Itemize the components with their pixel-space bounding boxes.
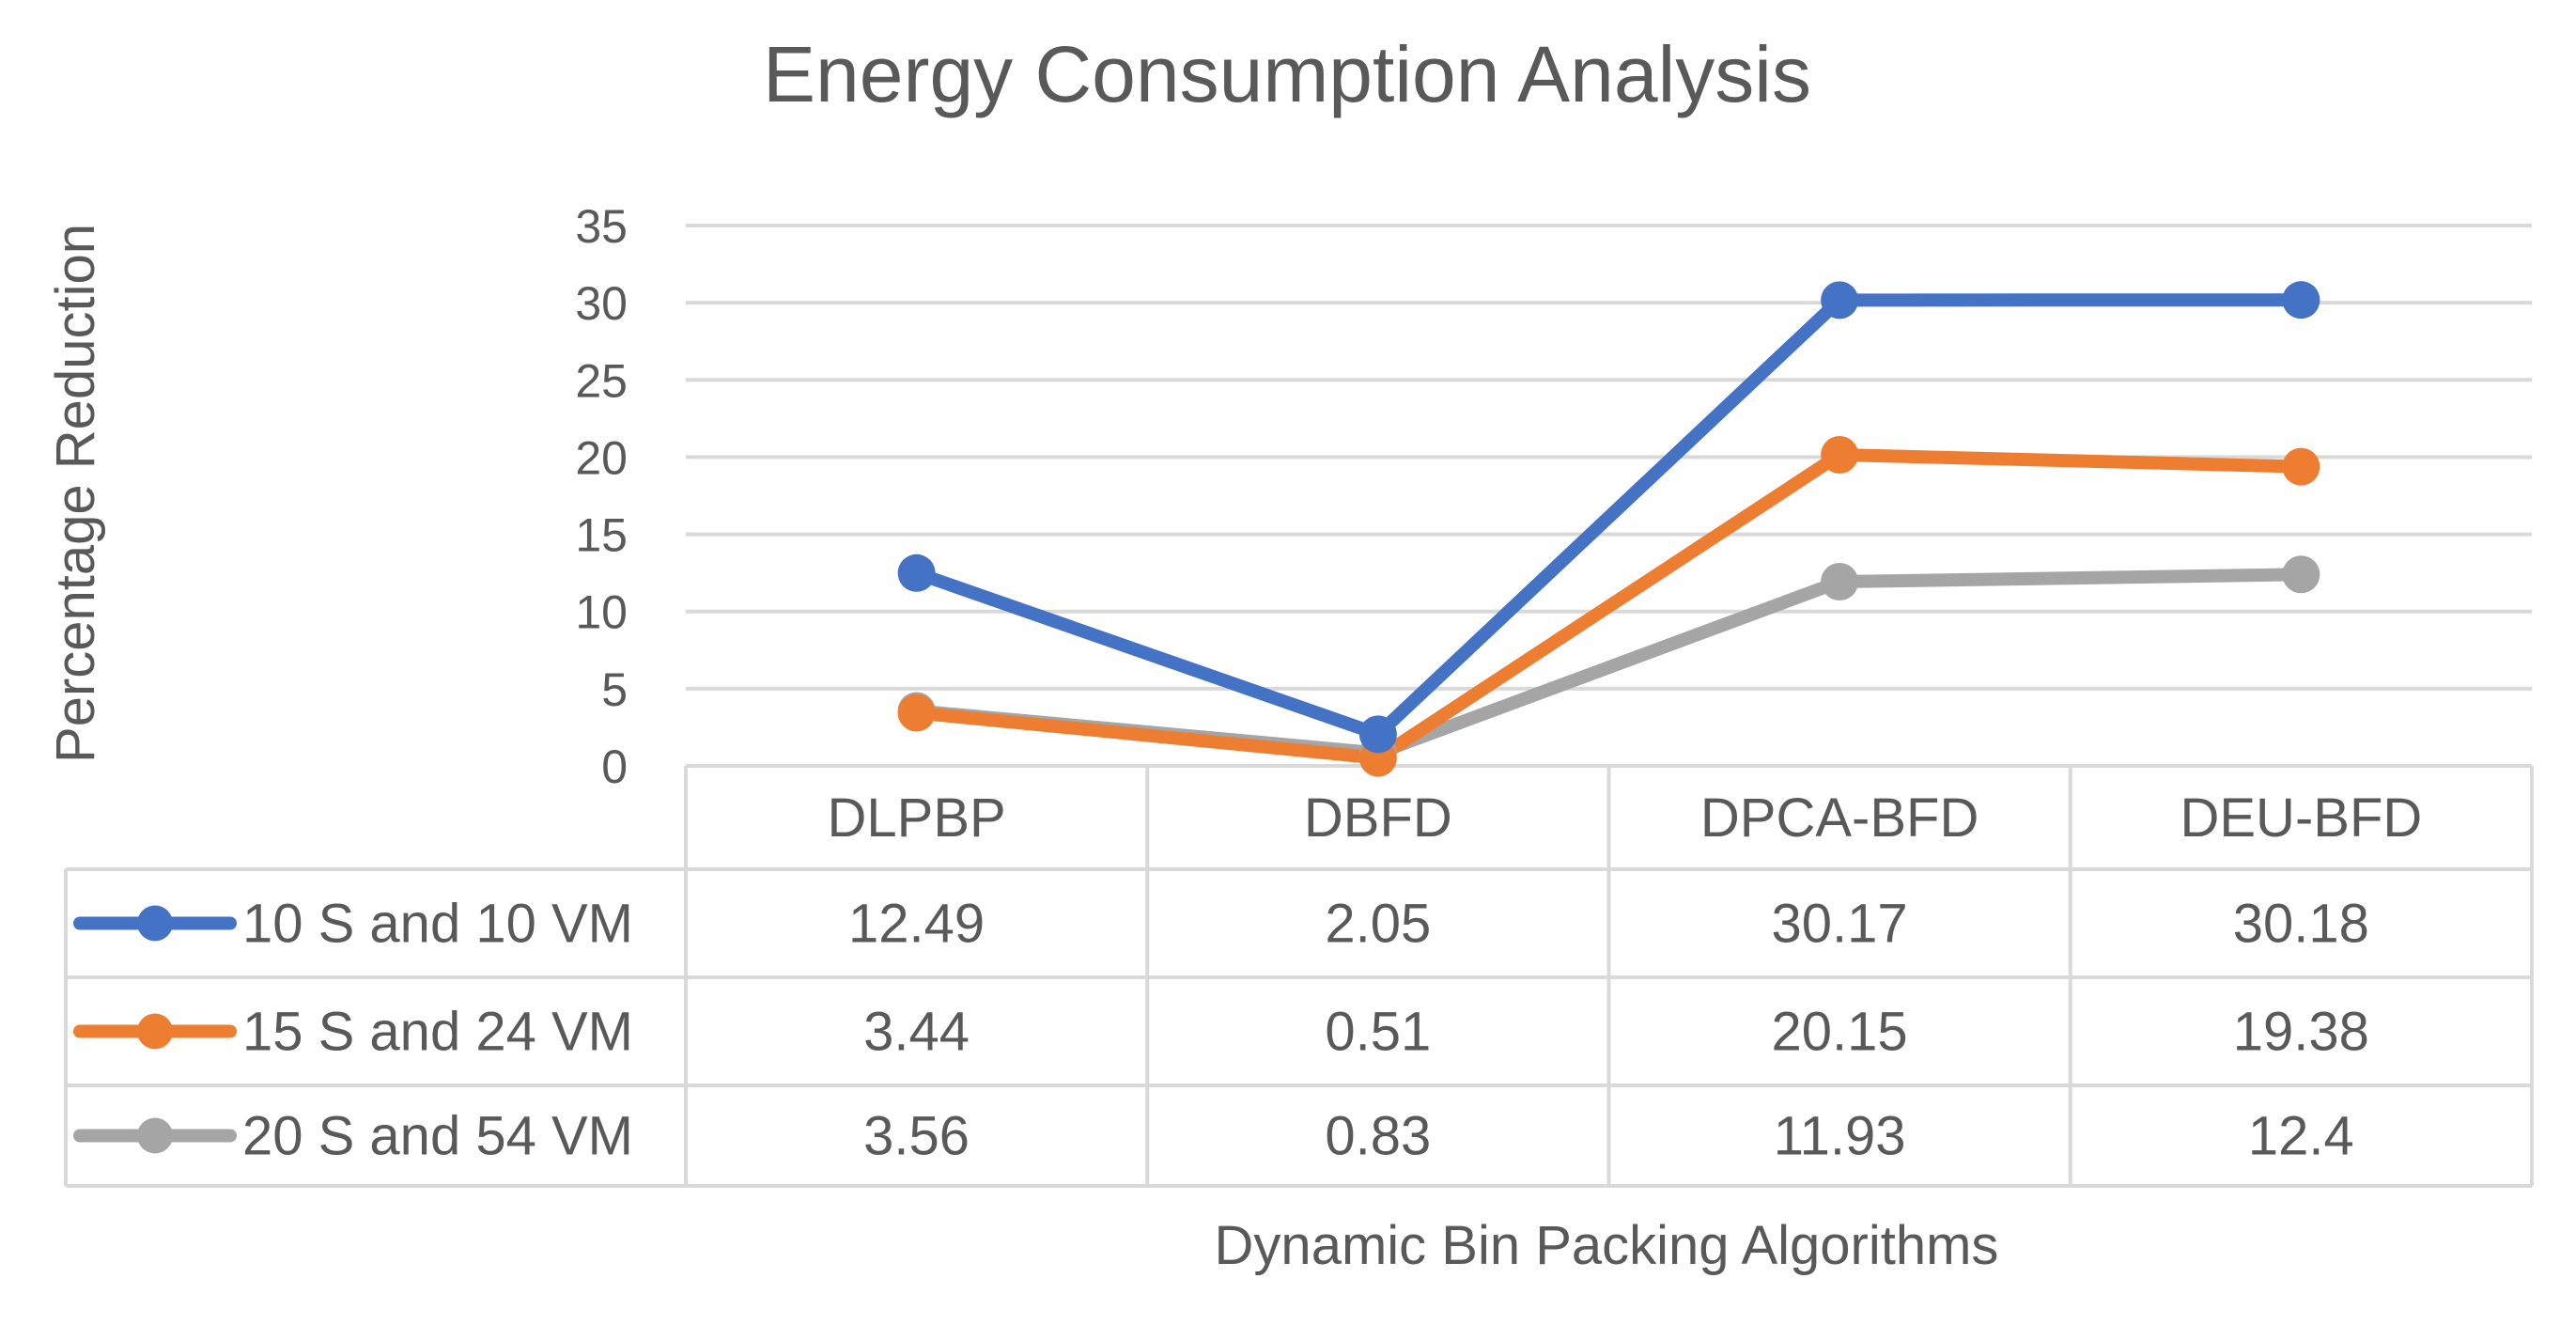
- data-point: [1821, 281, 1859, 320]
- y-tick-labels: 0 5 10 15 20 25 30 35: [575, 200, 628, 793]
- x-axis-title: Dynamic Bin Packing Algorithms: [1215, 1215, 1999, 1276]
- series-line: [909, 447, 2308, 765]
- series-line: [909, 293, 2308, 741]
- table-cell-value: 30.18: [2233, 894, 2369, 955]
- category-label: DEU-BFD: [2180, 787, 2422, 849]
- data-point: [897, 553, 936, 592]
- table-cell-value: 30.17: [1772, 894, 1908, 955]
- chart-title: Energy Consumption Analysis: [763, 30, 1811, 118]
- y-tick-label: 25: [575, 354, 628, 407]
- y-tick-label: 5: [601, 663, 628, 716]
- table-cell-value: 20.15: [1772, 1002, 1908, 1063]
- legend-label: 10 S and 10 VM: [242, 894, 633, 955]
- table-cell-value: 3.56: [863, 1106, 970, 1167]
- table-cell-value: 0.51: [1325, 1002, 1431, 1063]
- legend-key-marker: [137, 1117, 173, 1154]
- y-tick-label: 35: [575, 200, 628, 253]
- data-point: [2282, 281, 2320, 320]
- data-table: DLPBP DBFD DPCA-BFD DEU-BFD 10 S and 10 VM 12…: [64, 764, 2534, 1188]
- legend-label: 15 S and 24 VM: [242, 1002, 633, 1063]
- y-tick-label: 20: [575, 431, 628, 484]
- y-tick-label: 10: [575, 586, 628, 639]
- gridlines: [686, 224, 2532, 691]
- legend-label: 20 S and 54 VM: [242, 1106, 633, 1167]
- y-tick-label: 0: [601, 740, 628, 793]
- table-cell-value: 2.05: [1325, 894, 1431, 955]
- y-tick-label: 30: [575, 277, 628, 330]
- legend-key-marker: [137, 1013, 173, 1050]
- data-point: [1821, 563, 1859, 601]
- table-cell-value: 12.4: [2248, 1106, 2354, 1167]
- table-cell-value: 11.93: [1774, 1106, 1906, 1167]
- data-point: [2282, 447, 2320, 486]
- data-point: [2282, 555, 2320, 594]
- y-axis-title: Percentage Reduction: [45, 224, 106, 763]
- data-point: [897, 694, 936, 732]
- table-cell-value: 0.83: [1325, 1106, 1431, 1167]
- table-cell-value: 3.44: [863, 1002, 970, 1063]
- table-cell-value: 19.38: [2233, 1002, 2369, 1063]
- series-lines: [909, 293, 2308, 765]
- data-point: [1821, 435, 1859, 474]
- legend-key-marker: [137, 905, 173, 942]
- data-point: [1358, 715, 1397, 754]
- y-tick-label: 15: [575, 509, 628, 562]
- table-cell-value: 12.49: [848, 894, 985, 955]
- series-markers: [897, 281, 2320, 777]
- category-label: DBFD: [1304, 787, 1452, 849]
- category-label: DPCA-BFD: [1700, 787, 1979, 849]
- category-label: DLPBP: [828, 787, 1006, 849]
